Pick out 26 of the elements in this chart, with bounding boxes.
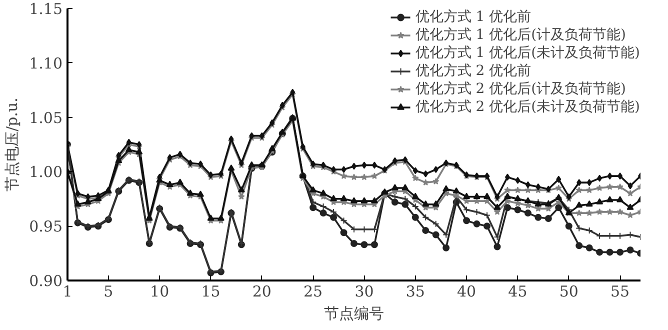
x-tick-label: 15 xyxy=(201,282,220,300)
legend-label: 优化方式 1 优化后(未计及负荷节能) xyxy=(415,44,640,62)
x-tick-label: 20 xyxy=(252,282,272,300)
legend-label: 优化方式 2 优化后(计及负荷节能) xyxy=(415,80,626,98)
y-tick-label: 1.05 xyxy=(29,108,63,127)
y-axis-title: 节点电压/p.u. xyxy=(3,98,22,192)
x-tick-label: 10 xyxy=(150,282,170,300)
x-axis-title: 节点编号 xyxy=(324,304,384,322)
y-tick-label: 1.15 xyxy=(29,0,63,18)
legend-label: 优化方式 1 优化后(计及负荷节能) xyxy=(415,26,626,44)
y-tick-label: 1.00 xyxy=(29,163,63,182)
x-tick-label: 25 xyxy=(304,282,323,300)
y-tick-label: 0.90 xyxy=(29,272,63,290)
legend-label: 优化方式 1 优化前 xyxy=(415,8,532,26)
y-tick-label: 0.95 xyxy=(29,218,63,236)
x-tick-label: 40 xyxy=(457,282,476,300)
x-tick-label: 5 xyxy=(104,282,114,300)
x-tick-label: 1 xyxy=(62,282,72,300)
x-tick-label: 55 xyxy=(610,282,630,300)
legend-label: 优化方式 2 优化前 xyxy=(415,62,532,80)
x-tick-label: 30 xyxy=(354,282,374,300)
y-tick-label: 1.10 xyxy=(29,54,63,72)
x-tick-label: 35 xyxy=(406,282,425,300)
x-tick-label: 50 xyxy=(559,282,578,300)
legend-label: 优化方式 2 优化后(未计及负荷节能) xyxy=(415,98,640,116)
x-tick-label: 45 xyxy=(508,282,528,300)
